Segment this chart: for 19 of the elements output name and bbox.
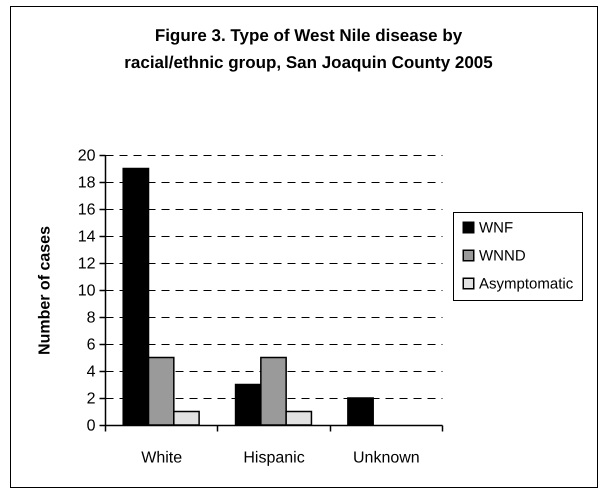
y-tick-label: 6 <box>86 336 96 354</box>
y-tick-label: 18 <box>78 174 96 192</box>
y-tick-label: 14 <box>78 228 96 246</box>
x-tick-label: Hispanic <box>243 450 305 466</box>
y-tick-label: 0 <box>86 418 96 434</box>
y-tick-label: 10 <box>78 282 96 300</box>
x-tick-label: Unknown <box>352 450 420 466</box>
x-tick-label: White <box>141 450 182 466</box>
chart-title: Figure 3. Type of West Nile disease by racial/ethnic group, San Joaquin County 2005 <box>124 26 493 72</box>
legend-label: Asymptomatic <box>479 276 574 292</box>
legend-label: WNF <box>479 220 514 236</box>
legend-label: WNND <box>479 248 526 264</box>
y-tick-label: 2 <box>86 390 96 408</box>
y-tick-label: 12 <box>78 256 96 272</box>
y-tick-label: 8 <box>86 310 96 326</box>
y-tick-label: 4 <box>86 364 96 380</box>
y-tick-label: 16 <box>78 202 96 218</box>
y-tick-label: 20 <box>78 148 96 164</box>
y-axis-title: Number of cases <box>36 226 54 355</box>
